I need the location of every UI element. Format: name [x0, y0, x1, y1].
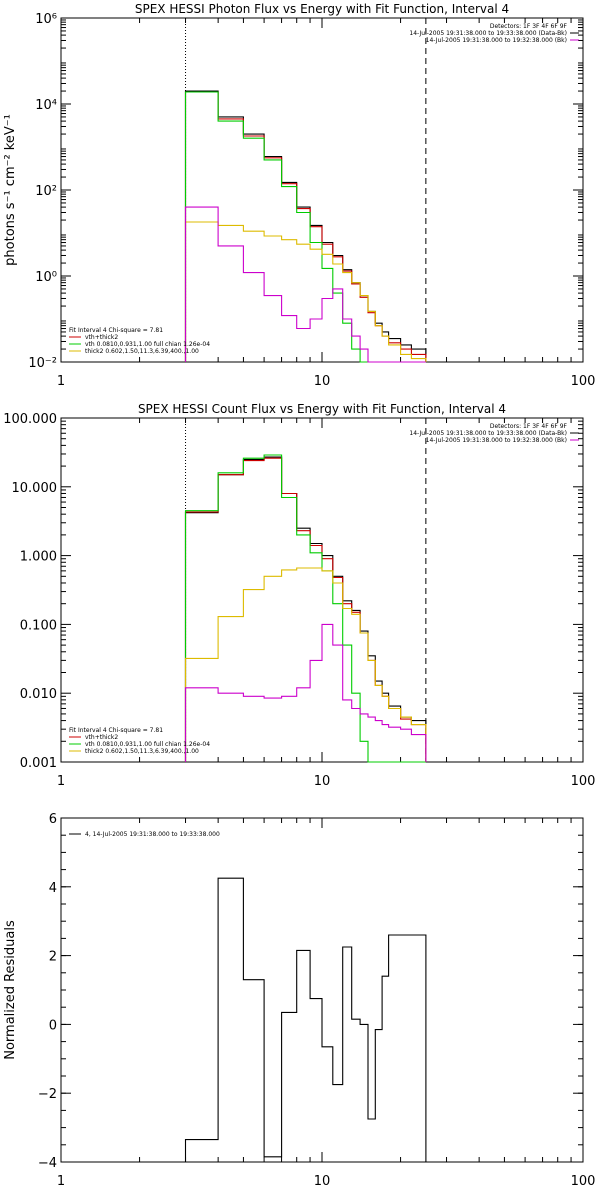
legend-right-entry: 14-Jul-2005 19:31:38.000 to 19:32:38.000…: [426, 437, 567, 444]
plot-frame: [60, 817, 584, 1163]
y-tick-label: 6: [49, 812, 57, 827]
y-tick-label: 0.001: [20, 756, 57, 771]
y-tick-label: 10⁰: [35, 270, 57, 285]
y-tick-label: 0: [49, 1018, 57, 1033]
series-0-line: [184, 90, 427, 362]
y-tick-label: −2: [38, 1087, 57, 1102]
series-0-line: [184, 877, 427, 1162]
y-axis-label: Normalized Residuals: [3, 920, 18, 1060]
series-1-line: [184, 91, 427, 362]
y-tick-label: 10.000: [12, 481, 58, 496]
y-tick-label: 10⁶: [35, 12, 57, 27]
y-tick-label: −4: [38, 1156, 57, 1171]
x-tick-label: 10: [314, 1174, 331, 1189]
y-tick-label: 10²: [35, 184, 57, 199]
count-flux-panel: SPEX HESSI Count Flux vs Energy with Fit…: [3, 402, 595, 789]
legend-right-entry: 14-Jul-2005 19:31:38.000 to 19:33:38.000…: [409, 30, 567, 37]
legend-right-entry: Detectors: 1F 3F 4F 6F 9F: [490, 23, 568, 30]
legend-left-entry: 4, 14-Jul-2005 19:31:38.000 to 19:33:38.…: [85, 831, 220, 838]
legend-left-entry: thick2 0.602,1.50,11.3,6.39,400.,1.00: [85, 748, 199, 755]
series-4-line: [184, 623, 427, 762]
x-tick-label: 10: [314, 774, 331, 789]
x-tick-label: 100: [571, 774, 596, 789]
y-tick-label: 10⁴: [35, 98, 57, 113]
legend-left-entry: vth 0.0810,0.931,1.00 full chian 1.26e-0…: [85, 741, 210, 748]
x-tick-label: 10: [314, 374, 331, 389]
series-3-line: [184, 567, 427, 762]
series-1-line: [184, 457, 427, 762]
legend-right-entry: 14-Jul-2005 19:31:38.000 to 19:32:38.000…: [426, 37, 567, 44]
x-tick-label: 1: [57, 374, 65, 389]
y-tick-label: 2: [49, 950, 57, 965]
legend-left-entry: Fit Interval 4 Chi-square = 7.81: [69, 327, 163, 334]
x-tick-label: 100: [571, 374, 596, 389]
chart-title: SPEX HESSI Count Flux vs Energy with Fit…: [138, 402, 506, 416]
series-3-line: [184, 221, 427, 362]
x-tick-label: 1: [57, 1174, 65, 1189]
plot-frame: [60, 417, 584, 763]
legend-left-entry: Fit Interval 4 Chi-square = 7.81: [69, 727, 163, 734]
y-tick-label: 0.010: [20, 687, 57, 702]
residuals-panel: 1 10 100 −4 −2 0 2 4 6 Normalized Residuals 4, 14-…: [3, 812, 595, 1189]
legend-left-entry: vth+thick2: [85, 734, 118, 741]
photon-flux-panel: SPEX HESSI Photon Flux vs Energy with Fi…: [3, 2, 595, 389]
y-tick-label: 0.100: [20, 618, 57, 633]
legend-right-entry: Detectors: 1F 3F 4F 6F 9F: [490, 423, 568, 430]
legend-left-entry: thick2 0.602,1.50,11.3,6.39,400.,1.00: [85, 348, 199, 355]
legend-left-entry: vth+thick2: [85, 334, 118, 341]
legend-left-entry: vth 0.0810,0.931,1.00 full chian 1.26e-0…: [85, 341, 210, 348]
x-tick-label: 1: [57, 774, 65, 789]
series-2-line: [184, 91, 426, 363]
y-tick-label: 100.000: [3, 412, 57, 427]
chart-title: SPEX HESSI Photon Flux vs Energy with Fi…: [135, 2, 509, 16]
y-axis-label: photons s⁻¹ cm⁻² keV⁻¹: [3, 114, 18, 266]
y-tick-label: 4: [49, 881, 57, 896]
series-2-line: [184, 454, 426, 763]
y-tick-label: 1.000: [20, 550, 57, 565]
series-4-line: [184, 206, 426, 363]
y-tick-label: 10⁻²: [28, 356, 57, 371]
legend-right-entry: 14-Jul-2005 19:31:38.000 to 19:33:38.000…: [409, 430, 567, 437]
x-tick-label: 100: [571, 1174, 596, 1189]
series-0-line: [184, 456, 427, 762]
